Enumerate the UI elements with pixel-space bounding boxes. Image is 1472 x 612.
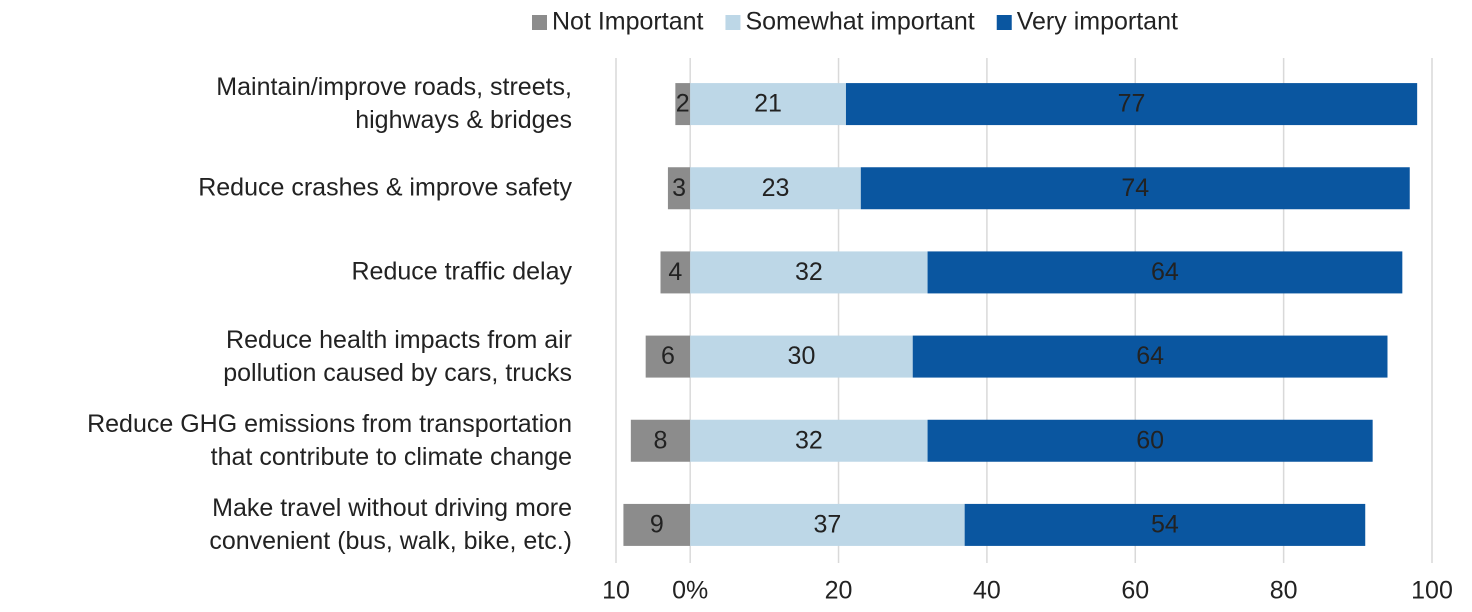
- legend-swatch: [725, 15, 741, 30]
- value-label: 32: [795, 258, 823, 286]
- bar-segment: [690, 419, 928, 462]
- value-label: 77: [1118, 90, 1146, 118]
- value-label: 60: [1136, 426, 1164, 454]
- value-label: 54: [1151, 511, 1179, 539]
- category-label: Maintain/improve roads, streets, highway…: [216, 73, 572, 135]
- bar-segment: [964, 503, 1366, 546]
- value-label: 9: [650, 511, 664, 539]
- legend-label: Somewhat important: [745, 8, 974, 36]
- value-label: 64: [1151, 258, 1179, 286]
- bar-segment: [927, 419, 1373, 462]
- x-tick-label: 60: [1121, 577, 1149, 605]
- value-label: 4: [668, 258, 682, 286]
- legend-swatch: [996, 15, 1012, 30]
- value-label: 30: [788, 342, 816, 370]
- bar-segment: [667, 167, 691, 210]
- bar-segment: [690, 503, 965, 546]
- category-label: Reduce traffic delay: [351, 257, 573, 286]
- value-label: 8: [654, 426, 668, 454]
- bar-segment: [675, 83, 691, 126]
- legend-label: Very important: [1017, 8, 1178, 36]
- bar-segment: [645, 335, 691, 378]
- bar-segment: [927, 251, 1403, 294]
- category-label: Reduce health impacts from air pollution…: [223, 325, 572, 387]
- bar-segment: [660, 251, 691, 294]
- bar-segment: [630, 419, 691, 462]
- value-label: 3: [672, 174, 686, 202]
- value-label: 37: [814, 511, 842, 539]
- category-label: Reduce GHG emissions from transportation…: [87, 409, 572, 471]
- value-label: 74: [1121, 174, 1149, 202]
- x-tick-label: 80: [1270, 577, 1298, 605]
- x-tick-label: 20: [825, 577, 853, 605]
- bar-segment: [690, 251, 928, 294]
- bar-segment: [690, 83, 846, 126]
- x-tick-label: 0%: [672, 577, 708, 605]
- category-label: Reduce crashes & improve safety: [198, 173, 572, 202]
- value-label: 23: [762, 174, 790, 202]
- x-tick-label: 100: [1411, 577, 1453, 605]
- category-label: Make travel without driving more conveni…: [209, 493, 572, 555]
- value-label: 21: [754, 90, 782, 118]
- bar-segment: [845, 83, 1418, 126]
- legend-label: Not Important: [552, 8, 704, 36]
- value-label: 32: [795, 426, 823, 454]
- value-label: 6: [661, 342, 675, 370]
- legend-swatch: [532, 15, 547, 30]
- bar-segment: [690, 167, 861, 210]
- bar-segment: [690, 335, 913, 378]
- bar-segment: [912, 335, 1388, 378]
- x-tick-label: 10: [602, 577, 630, 605]
- bar-segment: [623, 503, 691, 546]
- bar-segment: [860, 167, 1410, 210]
- value-label: 2: [676, 90, 690, 118]
- x-tick-label: 40: [973, 577, 1001, 605]
- value-label: 64: [1136, 342, 1164, 370]
